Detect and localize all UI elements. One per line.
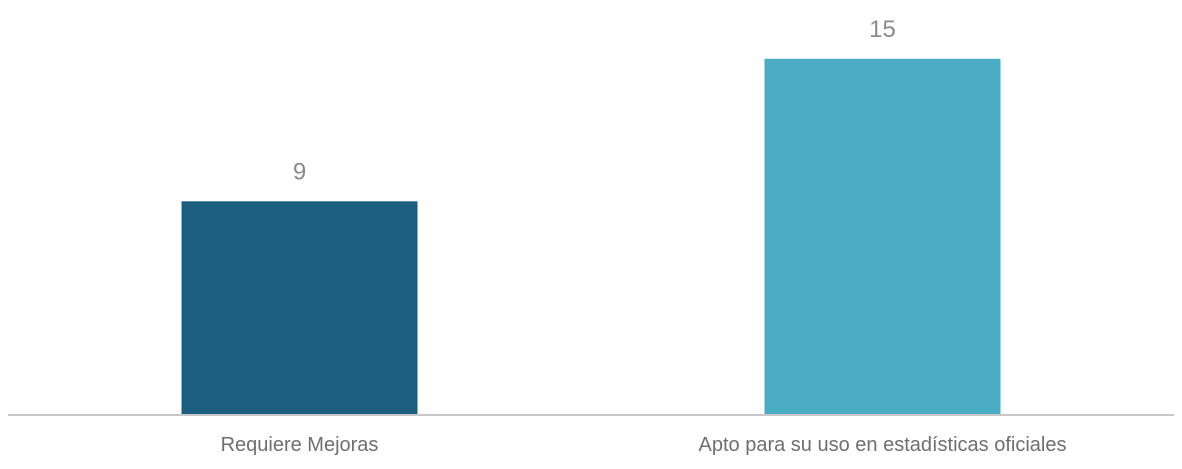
category-label-1: Requiere Mejoras — [221, 434, 379, 456]
bar-2 — [764, 58, 1001, 416]
bars-layer — [181, 58, 1001, 416]
bar-1 — [181, 201, 418, 416]
category-label-2: Apto para su uso en estadísticas oficial… — [699, 434, 1067, 456]
value-label-1: 9 — [293, 158, 306, 185]
labels-layer: 9 Requiere Mejoras 15 Apto para su uso en e… — [221, 16, 1067, 456]
value-label-2: 15 — [869, 16, 896, 43]
